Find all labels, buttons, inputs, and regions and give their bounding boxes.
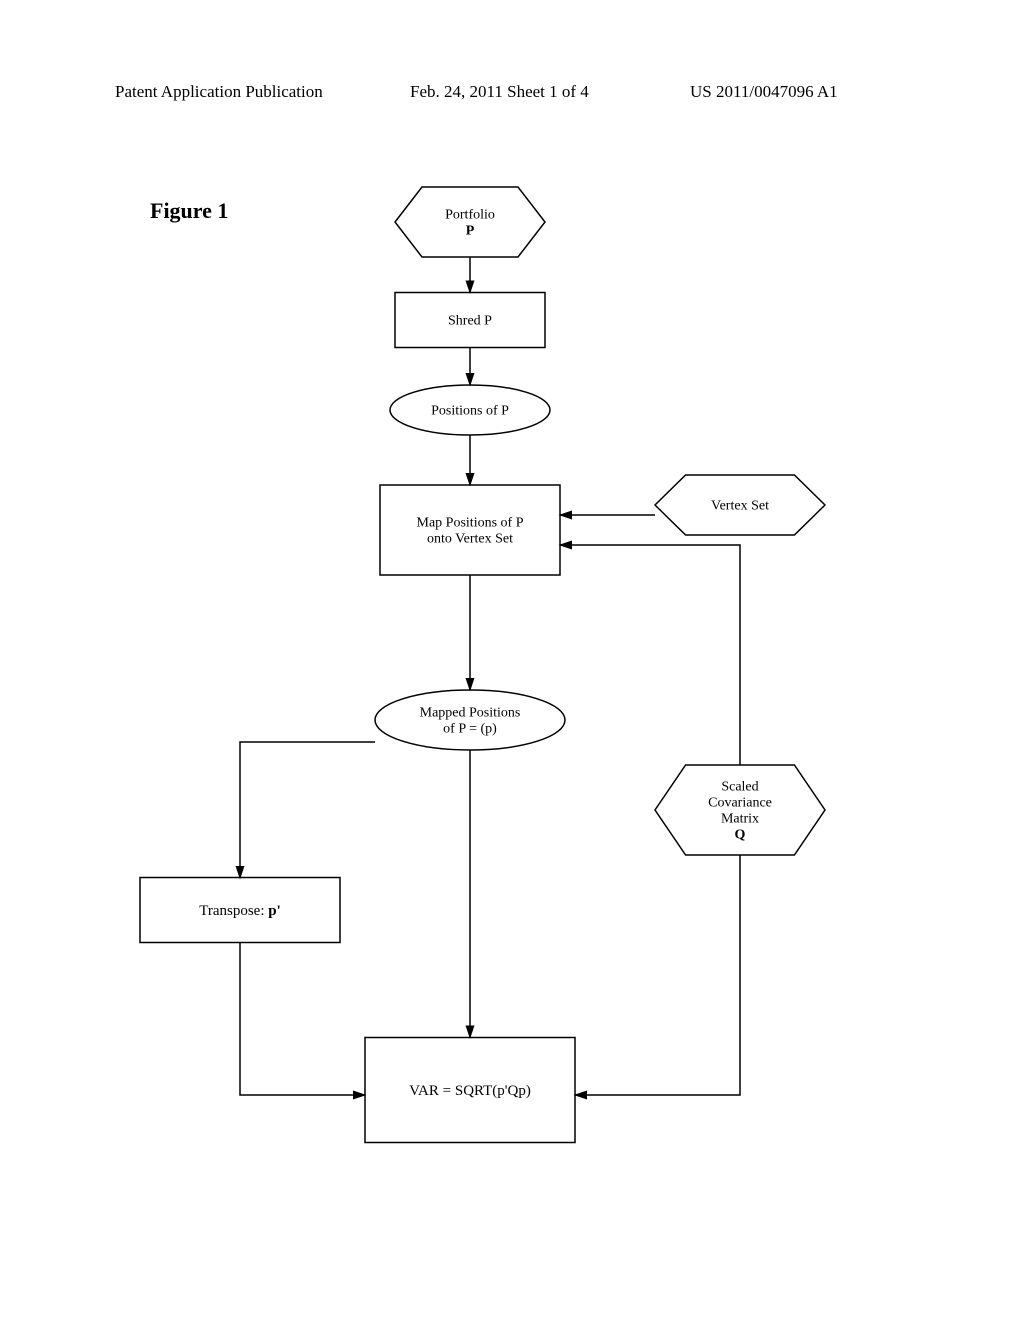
svg-text:Shred P: Shred P <box>448 314 492 329</box>
svg-text:P: P <box>466 224 475 239</box>
svg-text:Vertex Set: Vertex Set <box>711 499 769 514</box>
svg-text:Positions of P: Positions of P <box>431 404 509 419</box>
svg-text:Mapped Positions: Mapped Positions <box>420 706 521 721</box>
svg-text:VAR = SQRT(p'Qp): VAR = SQRT(p'Qp) <box>409 1083 531 1099</box>
svg-text:Portfolio: Portfolio <box>445 208 495 223</box>
svg-text:Scaled: Scaled <box>721 779 758 794</box>
flowchart-diagram: PortfolioP Shred P Positions of P Map Posit… <box>0 0 1024 1320</box>
svg-text:Transpose: p': Transpose: p' <box>199 903 281 919</box>
svg-text:of P = (p): of P = (p) <box>443 722 497 737</box>
svg-text:onto Vertex Set: onto Vertex Set <box>427 532 513 547</box>
svg-text:Matrix: Matrix <box>721 812 759 827</box>
svg-text:Q: Q <box>735 828 746 843</box>
svg-text:Covariance: Covariance <box>708 796 772 811</box>
svg-text:Map Positions of P: Map Positions of P <box>417 516 524 531</box>
